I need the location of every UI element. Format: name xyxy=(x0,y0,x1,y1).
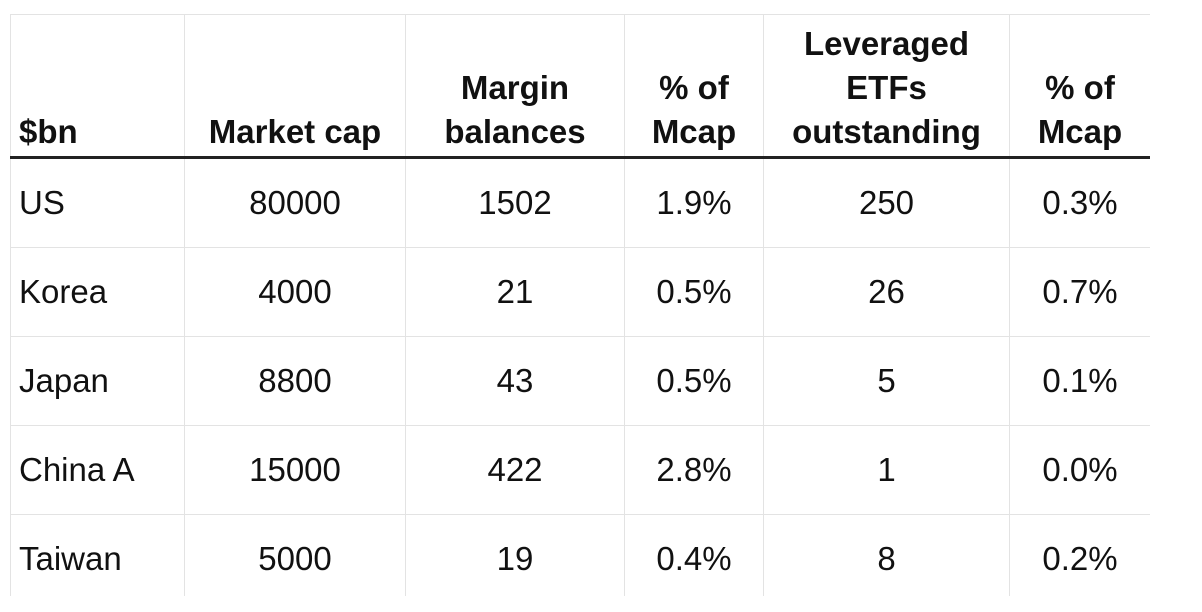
table-cell: 19 xyxy=(405,514,625,596)
column-header-margin-pct-mcap: % of Mcap xyxy=(624,14,764,159)
table-row: US 80000 1502 1.9% 250 0.3% xyxy=(10,157,1150,248)
table-cell: Korea xyxy=(10,247,185,337)
table-cell: 4000 xyxy=(184,247,406,337)
table-cell: 26 xyxy=(763,247,1010,337)
table-cell: 5000 xyxy=(184,514,406,596)
table-cell: 43 xyxy=(405,336,625,426)
table-cell: 8 xyxy=(763,514,1010,596)
margin-leverage-table: $bn Market cap Margin balances % of Mcap… xyxy=(10,14,1150,596)
column-header-etf-pct-mcap: % of Mcap xyxy=(1009,14,1150,159)
header-row: $bn Market cap Margin balances % of Mcap… xyxy=(10,14,1150,159)
table-row: Korea 4000 21 0.5% 26 0.7% xyxy=(10,247,1150,337)
table-cell: 0.7% xyxy=(1009,247,1150,337)
table-cell: 0.3% xyxy=(1009,157,1150,248)
column-header-unit: $bn xyxy=(10,14,185,159)
table-cell: 0.0% xyxy=(1009,425,1150,515)
table-cell: 8800 xyxy=(184,336,406,426)
table-cell: Japan xyxy=(10,336,185,426)
table-row: China A 15000 422 2.8% 1 0.0% xyxy=(10,425,1150,515)
table-cell: 0.2% xyxy=(1009,514,1150,596)
table-row: Taiwan 5000 19 0.4% 8 0.2% xyxy=(10,514,1150,596)
table-cell: 2.8% xyxy=(624,425,764,515)
table-cell: 0.4% xyxy=(624,514,764,596)
table-cell: 80000 xyxy=(184,157,406,248)
table-cell: 1502 xyxy=(405,157,625,248)
table-cell: 0.1% xyxy=(1009,336,1150,426)
table-cell: 250 xyxy=(763,157,1010,248)
table-cell: 422 xyxy=(405,425,625,515)
table-cell: 15000 xyxy=(184,425,406,515)
table-cell: 5 xyxy=(763,336,1010,426)
table-cell: 0.5% xyxy=(624,336,764,426)
table-cell: 1 xyxy=(763,425,1010,515)
table-cell: 21 xyxy=(405,247,625,337)
column-header-leveraged-etfs: Leveraged ETFs outstanding xyxy=(763,14,1010,159)
table-row: Japan 8800 43 0.5% 5 0.1% xyxy=(10,336,1150,426)
table-cell: China A xyxy=(10,425,185,515)
column-header-market-cap: Market cap xyxy=(184,14,406,159)
table-cell: 0.5% xyxy=(624,247,764,337)
column-header-margin-balances: Margin balances xyxy=(405,14,625,159)
table-cell: US xyxy=(10,157,185,248)
table-cell: 1.9% xyxy=(624,157,764,248)
data-table-container: $bn Market cap Margin balances % of Mcap… xyxy=(10,14,1150,596)
table-cell: Taiwan xyxy=(10,514,185,596)
